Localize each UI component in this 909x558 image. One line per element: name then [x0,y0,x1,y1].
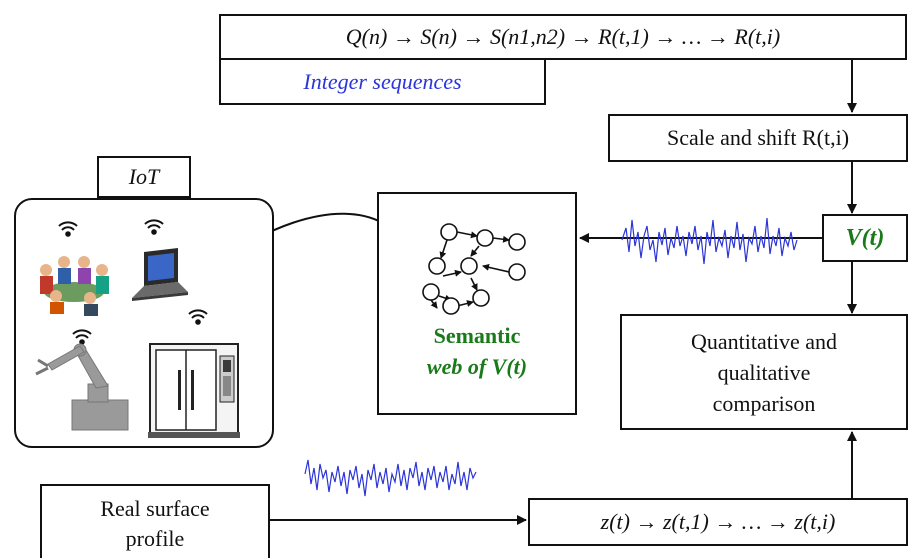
real-surface-line1: Real surface [100,496,210,521]
scale-shift-box: Scale and shift R(t,i) [608,114,908,162]
iot-label-box: IoT [97,156,191,198]
people-meeting-icon [40,256,109,316]
scale-shift-label: Scale and shift R(t,i) [666,125,850,150]
signal-wave-icon [621,217,798,265]
top-chain-box: Q(n) → S(n) → S(n1,n2) → R(t,1) → … → R(… [219,14,907,60]
network-graph-icon [422,223,526,315]
semantic-web-box: Semantic web of V(t) [377,192,577,415]
machine-tool-icon [148,343,240,438]
signal-wave-icon [304,459,477,497]
real-surface-line2: profile [125,526,185,551]
wifi-icon [188,309,208,325]
comparison-line2: qualitative [717,359,811,385]
vt-label: V(t) [845,224,885,251]
integer-sequences-label: Integer sequences [303,68,462,94]
semantic-web-line2: web of V(t) [426,354,528,379]
comparison-line3: comparison [712,390,816,416]
semantic-web-label: Semantic web of V(t) [379,320,575,382]
comparison-box: Quantitative and qualitative comparison [620,314,908,430]
bottom-chain-box: z(t) → z(t,1) → … → z(t,i) [528,498,908,546]
wifi-icon [72,329,92,345]
robot-arm-icon [35,343,129,431]
wifi-icon [58,221,78,237]
vt-box: V(t) [822,214,908,262]
real-surface-box: Real surface profile [40,484,270,558]
iot-devices [35,219,240,438]
semantic-web-line1: Semantic [433,323,521,348]
laptop-icon [132,248,188,301]
comparison-line1: Quantitative and [690,328,837,354]
iot-box [14,198,274,448]
top-chain-text: Q(n) → S(n) → S(n1,n2) → R(t,1) → … → R(… [345,24,781,49]
integer-sequences-box: Integer sequences [219,58,546,105]
bottom-chain-text: z(t) → z(t,1) → … → z(t,i) [600,509,836,534]
iot-label: IoT [128,164,160,189]
wifi-icon [144,219,164,235]
